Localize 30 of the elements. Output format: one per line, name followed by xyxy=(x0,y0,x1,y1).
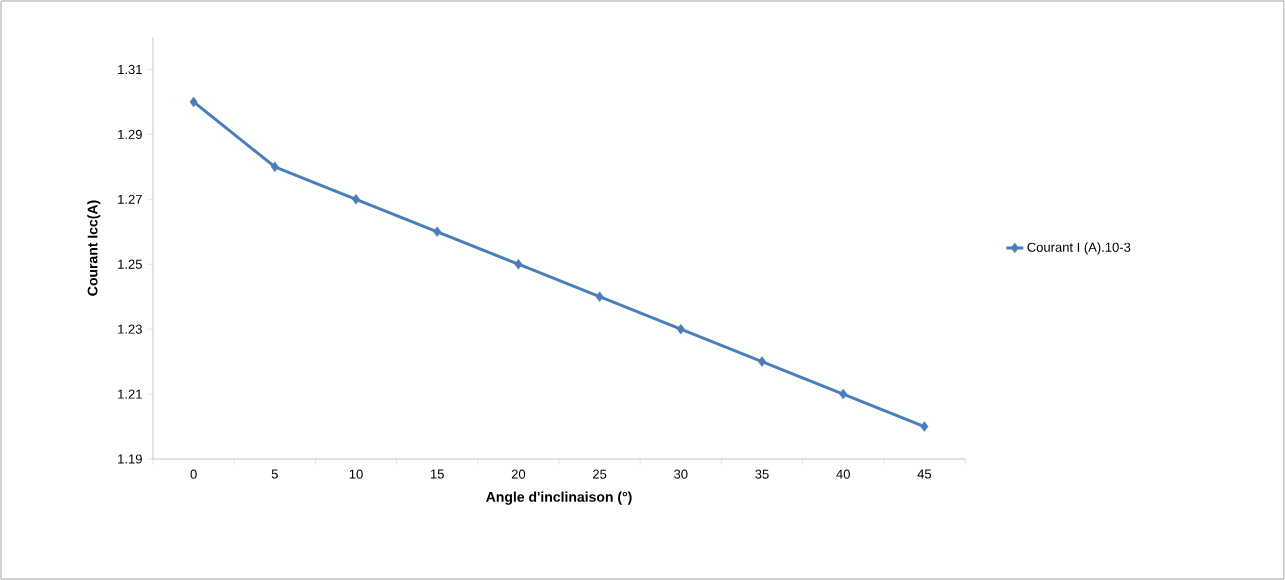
point xyxy=(758,356,766,367)
y-axis-title: Courant Icc(A) xyxy=(87,200,101,296)
y-tick-label: 1.27 xyxy=(118,194,142,204)
point xyxy=(270,161,279,173)
y-tick-label: 1.25 xyxy=(118,259,142,269)
y-tick-label: 1.23 xyxy=(118,324,142,334)
x-tick-label: 40 xyxy=(836,469,850,479)
point xyxy=(839,388,848,400)
legend-label: Courant I (A).10-3 xyxy=(1027,242,1131,255)
x-tick-label: 5 xyxy=(271,469,278,479)
point xyxy=(676,323,685,335)
point xyxy=(433,226,442,238)
x-tick-label: 30 xyxy=(674,469,688,479)
x-tick-label: 0 xyxy=(190,469,197,479)
y-tick-label: 1.31 xyxy=(118,64,142,75)
y-tick-label: 1.29 xyxy=(118,129,142,139)
x-tick-label: 20 xyxy=(511,469,526,479)
x-tick-label: 45 xyxy=(917,469,932,479)
x-tick-label: 25 xyxy=(593,469,607,479)
point xyxy=(352,194,361,205)
point xyxy=(514,258,523,270)
y-tick-label: 1.19 xyxy=(118,454,142,464)
point xyxy=(595,291,604,302)
x-tick-label: 15 xyxy=(430,469,444,479)
x-tick-label: 10 xyxy=(349,469,363,479)
x-tick-label: 35 xyxy=(755,469,769,479)
point xyxy=(920,421,929,432)
x-axis-title: Angle d'inclinaison (°) xyxy=(486,491,632,505)
y-tick-label: 1.21 xyxy=(118,389,142,399)
point xyxy=(189,96,198,108)
